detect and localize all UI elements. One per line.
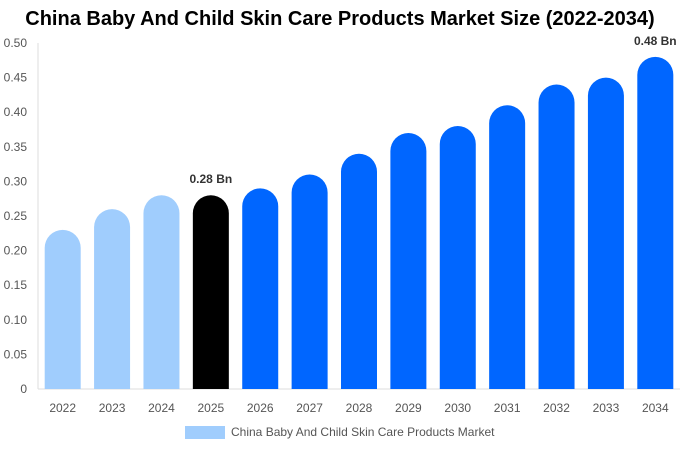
x-tick-label: 2024 <box>148 401 175 415</box>
bar-2032 <box>538 84 575 390</box>
legend-swatch <box>185 425 225 439</box>
data-label-2025: 0.28 Bn <box>190 172 233 186</box>
chart-title: China Baby And Child Skin Care Products … <box>25 8 655 30</box>
x-tick-label: 2026 <box>247 401 274 415</box>
bar-2025 <box>192 195 229 389</box>
y-tick-label: 0.50 <box>4 36 28 50</box>
y-tick-label: 0 <box>20 382 27 396</box>
x-tick-label: 2034 <box>642 401 669 415</box>
y-tick-label: 0.35 <box>4 140 28 154</box>
y-tick-label: 0.15 <box>4 278 28 292</box>
bar-2027 <box>291 174 328 389</box>
x-tick-label: 2025 <box>197 401 224 415</box>
legend-label: China Baby And Child Skin Care Products … <box>231 425 495 439</box>
x-tick-label: 2029 <box>395 401 422 415</box>
x-tick-label: 2033 <box>593 401 620 415</box>
x-tick-label: 2023 <box>99 401 126 415</box>
x-tick-label: 2028 <box>346 401 373 415</box>
legend: China Baby And Child Skin Care Products … <box>185 425 494 439</box>
x-tick-label: 2027 <box>296 401 323 415</box>
y-tick-label: 0.40 <box>4 105 28 119</box>
bar-2034 <box>637 56 674 390</box>
x-tick-label: 2022 <box>49 401 76 415</box>
y-tick-label: 0.30 <box>4 174 28 188</box>
y-tick-label: 0.25 <box>4 209 28 223</box>
y-tick-label: 0.10 <box>4 313 28 327</box>
bar-2022 <box>44 229 81 389</box>
x-tick-label: 2031 <box>494 401 521 415</box>
bar-2033 <box>587 77 624 389</box>
bar-2026 <box>242 188 279 389</box>
x-tick-label: 2032 <box>543 401 570 415</box>
y-tick-label: 0.20 <box>4 244 28 258</box>
y-tick-label: 0.45 <box>4 71 28 85</box>
bar-2030 <box>439 126 476 390</box>
bar-2028 <box>341 153 377 389</box>
y-tick-label: 0.05 <box>4 347 28 361</box>
bar-2024 <box>143 195 180 389</box>
bar-2029 <box>390 132 427 389</box>
bar-2023 <box>94 209 131 389</box>
bar-2031 <box>489 105 526 390</box>
data-label-2034: 0.48 Bn <box>634 34 677 48</box>
x-tick-label: 2030 <box>444 401 471 415</box>
